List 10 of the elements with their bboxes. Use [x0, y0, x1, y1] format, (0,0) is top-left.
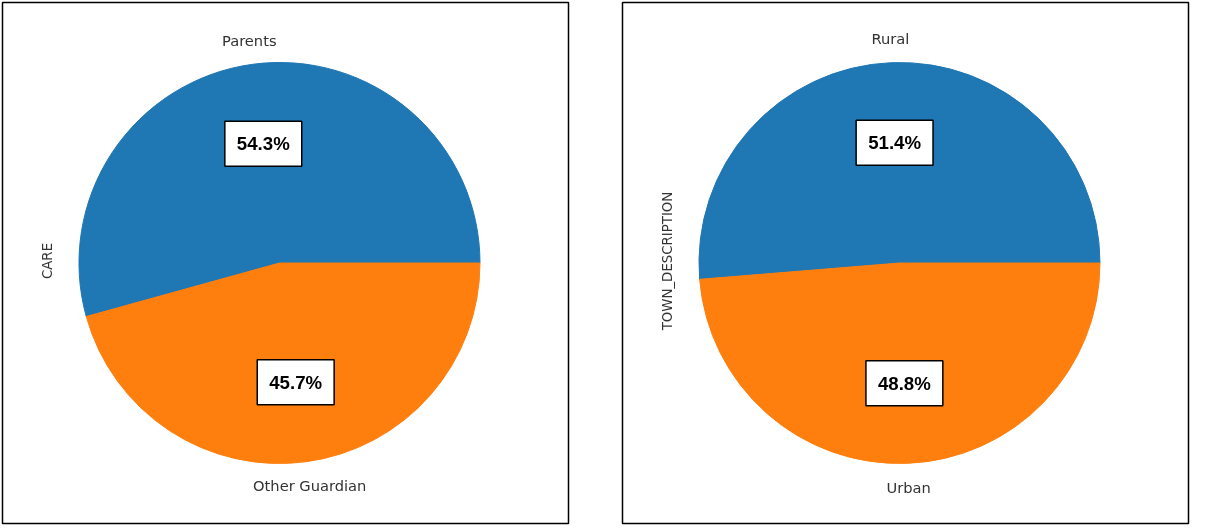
slice-label: Parents: [221, 32, 277, 50]
slice-label: Rural: [871, 30, 910, 48]
data-label: 48.8%: [877, 372, 932, 394]
data-label: 54.3%: [236, 133, 291, 155]
text: CARE: [40, 242, 55, 280]
data-label: 51.4%: [868, 132, 922, 154]
slice-label: Other Guardian: [253, 476, 367, 494]
data-label: 45.7%: [269, 371, 323, 393]
text: TOWN_DESCRIPTION: [660, 191, 675, 332]
slice-label: Urban: [886, 478, 931, 496]
